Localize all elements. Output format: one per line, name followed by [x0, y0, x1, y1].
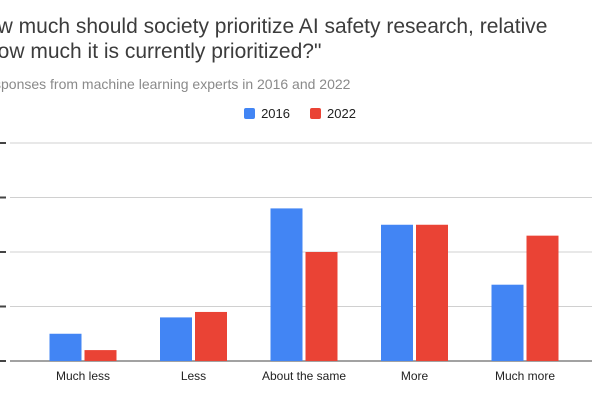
legend-label-2022: 2022 — [327, 106, 356, 121]
bar-2022-about-the-same — [305, 252, 338, 361]
x-tick-label: About the same — [262, 369, 346, 383]
legend: 2016 2022 — [0, 106, 600, 121]
legend-item-2016: 2016 — [244, 106, 290, 121]
bar-2016-less — [160, 317, 192, 361]
x-tick-label: Much less — [56, 369, 110, 383]
bar-2016-more — [381, 224, 413, 361]
x-tick-label: Less — [181, 369, 206, 383]
bar-2022-much-less — [84, 350, 117, 361]
bar-2022-less — [195, 311, 227, 361]
legend-label-2016: 2016 — [261, 106, 290, 121]
legend-swatch-2016 — [244, 108, 256, 119]
x-tick-label: Much more — [495, 369, 555, 383]
chart-subtitle: sponses from machine learning experts in… — [0, 76, 351, 92]
bar-2016-about-the-same — [270, 208, 303, 361]
legend-swatch-2022 — [310, 108, 321, 119]
chart-title: ow much should society prioritize AI saf… — [0, 15, 548, 63]
bar-2016-much-more — [491, 284, 524, 361]
bar-2022-more — [416, 224, 448, 361]
bar-2022-much-more — [526, 235, 559, 361]
legend-item-2022: 2022 — [310, 106, 356, 121]
bar-2016-much-less — [49, 333, 82, 361]
x-tick-label: More — [401, 369, 429, 383]
